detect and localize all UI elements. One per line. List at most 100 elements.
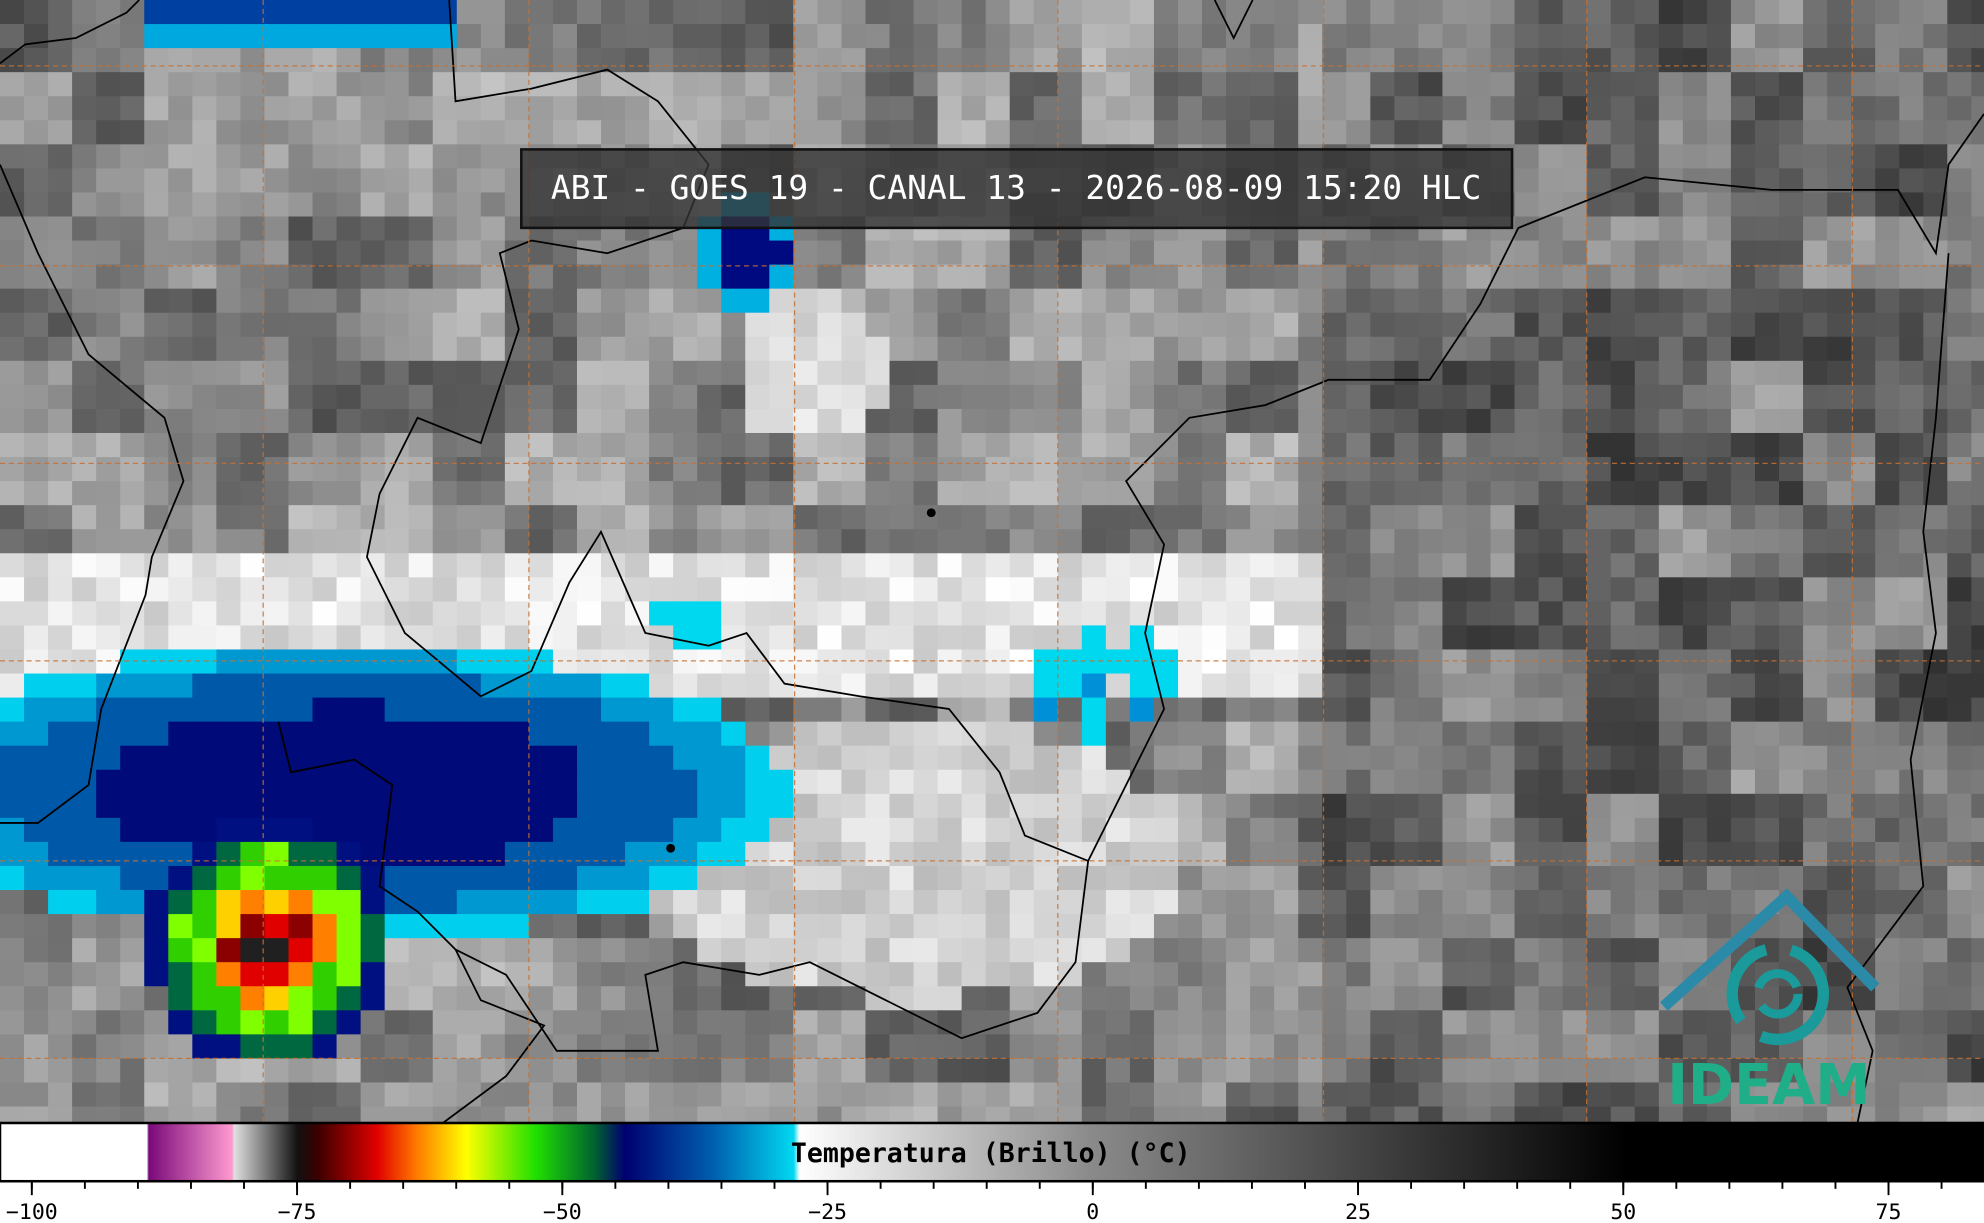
pixel: [360, 721, 386, 747]
pixel: [216, 96, 242, 121]
pixel: [1466, 240, 1492, 266]
pixel: [1418, 505, 1444, 530]
pixel: [480, 553, 506, 578]
pixel: [865, 697, 891, 723]
pixel: [1875, 72, 1900, 97]
pixel: [625, 625, 650, 651]
pixel: [721, 721, 746, 747]
pixel: [865, 625, 891, 651]
pixel: [1514, 240, 1540, 266]
pixel: [1658, 625, 1684, 651]
pixel: [312, 360, 338, 386]
pixel: [1851, 312, 1876, 338]
pixel: [1202, 793, 1227, 819]
pixel: [1250, 48, 1275, 73]
pixel: [649, 649, 674, 675]
pixel: [456, 962, 482, 987]
pixel: [1178, 529, 1203, 554]
pixel: [48, 673, 73, 699]
pixel: [432, 721, 458, 747]
pixel: [1779, 481, 1804, 506]
pixel: [1226, 529, 1251, 554]
pixel: [24, 457, 49, 482]
pixel: [1803, 1034, 1828, 1060]
pixel: [48, 1010, 73, 1035]
pixel: [576, 601, 602, 627]
pixel: [937, 1034, 963, 1060]
pixel: [1418, 865, 1444, 891]
pixel: [745, 72, 770, 97]
pixel: [552, 890, 578, 915]
pixel: [1418, 962, 1444, 987]
pixel: [240, 457, 266, 482]
pixel: [1827, 360, 1852, 386]
pixel: [480, 120, 506, 145]
pixel: [504, 1034, 530, 1060]
pixel: [1586, 24, 1612, 49]
pixel: [96, 1010, 121, 1035]
pixel: [1514, 505, 1540, 530]
pixel: [48, 769, 73, 795]
pixel: [1538, 432, 1564, 458]
pixel: [1322, 793, 1347, 819]
pixel: [288, 312, 314, 338]
pixel: [1803, 120, 1828, 145]
pixel: [817, 312, 843, 338]
pixel: [1033, 938, 1059, 963]
pixel: [1803, 457, 1828, 482]
pixel: [1514, 577, 1540, 603]
pixel: [120, 1010, 145, 1035]
pixel: [1562, 793, 1588, 819]
pixel: [1322, 0, 1347, 25]
pixel: [817, 1034, 843, 1060]
pixel: [240, 432, 266, 458]
pixel: [1322, 72, 1347, 97]
pixel: [144, 1034, 169, 1060]
pixel: [721, 769, 746, 795]
pixel: [1490, 986, 1516, 1011]
pixel: [1754, 505, 1780, 530]
pixel: [1634, 697, 1660, 723]
pixel: [1658, 432, 1684, 458]
pixel: [1250, 264, 1275, 290]
pixel: [1610, 817, 1636, 843]
pixel: [120, 841, 145, 867]
pixel: [1851, 914, 1876, 939]
pixel: [817, 0, 843, 25]
pixel: [1923, 360, 1948, 386]
pixel: [721, 890, 746, 915]
pixel: [1250, 890, 1275, 915]
pixel: [1081, 841, 1107, 867]
pixel: [1803, 264, 1828, 290]
pixel: [456, 745, 482, 771]
pixel: [1009, 721, 1035, 747]
pixel: [745, 1058, 770, 1084]
pixel: [456, 144, 482, 170]
pixel: [1827, 625, 1852, 651]
pixel: [120, 938, 145, 963]
pixel: [697, 0, 722, 25]
pixel: [456, 697, 482, 723]
pixel: [865, 914, 891, 939]
pixel: [1442, 601, 1468, 627]
pixel: [1971, 1082, 1984, 1108]
pixel: [240, 1010, 266, 1035]
pixel: [1442, 360, 1468, 386]
pixel: [1923, 890, 1948, 915]
pixel: [1178, 938, 1203, 963]
pixel: [1947, 721, 1972, 747]
pixel: [408, 288, 434, 314]
pixel: [1466, 505, 1492, 530]
pixel: [0, 745, 25, 771]
pixel: [601, 673, 626, 699]
pixel: [841, 24, 867, 49]
pixel: [96, 384, 121, 410]
pixel: [793, 962, 819, 987]
pixel: [240, 240, 266, 266]
pixel: [264, 432, 290, 458]
pixel: [1706, 553, 1732, 578]
pixel: [96, 408, 121, 434]
pixel: [408, 986, 434, 1011]
pixel: [1129, 288, 1155, 314]
pixel: [1779, 312, 1804, 338]
